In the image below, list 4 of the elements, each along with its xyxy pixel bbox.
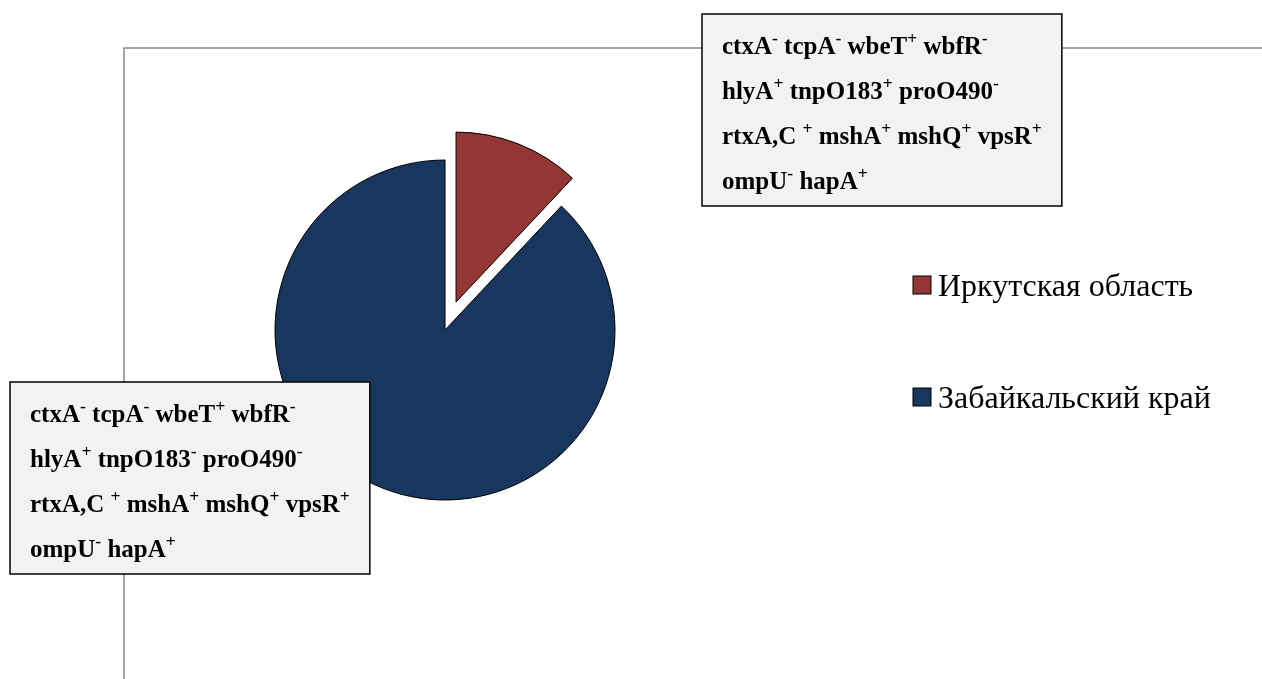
text: ctxA$^{-}$ tcpA$^{-}$ wbeT$^{+}$ wbfR$^{-}$ hlyA$^{+}$ tnpO183$^{+}$ proO490$^{-}$ rtxA,C $^{+}$ mshA$^{+}$ mshQ$^{+}$ vpsR$^{+}$ ompU$^{-}$ hapA$^{+}$: [722, 28, 1042, 194]
text: ctxA$^{-}$ tcpA$^{-}$ wbeT$^{+}$ wbfR$^{-}$ hlyA$^{+}$ tnpO183$^{-}$ proO490$^{-}$ rtxA,C $^{+}$ mshA$^{+}$ mshQ$^{+}$ vpsR$^{+}$ ompU$^{-}$ hapA$^{+}$: [30, 396, 350, 562]
legend-label: Иркутская область: [938, 267, 1194, 303]
legend-label: Забайкальский край: [938, 379, 1211, 415]
